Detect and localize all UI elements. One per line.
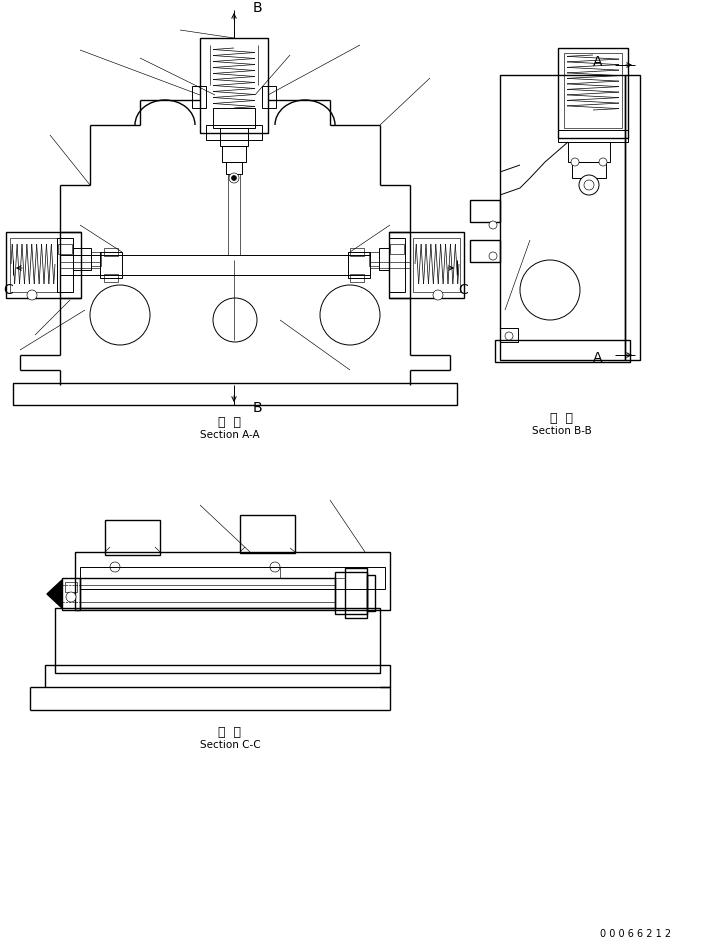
Text: A: A [593,351,603,365]
Text: Section A-A: Section A-A [200,430,260,440]
Circle shape [489,221,497,229]
Circle shape [489,252,497,260]
Bar [220,128,248,146]
Bar [470,240,500,262]
Circle shape [571,158,579,166]
Circle shape [599,158,607,166]
Bar [91,252,101,266]
Circle shape [232,176,237,180]
Bar [369,252,379,266]
Circle shape [110,562,120,572]
Bar [100,252,122,278]
Circle shape [66,592,76,602]
Bar [564,53,622,128]
Bar [6,232,81,298]
Text: B: B [252,1,262,15]
Bar [206,125,262,140]
Bar [335,578,345,608]
Circle shape [270,562,280,572]
Circle shape [520,260,580,320]
Bar [262,86,276,108]
Circle shape [579,175,599,195]
Bar [495,340,630,362]
Bar [350,274,364,282]
Bar [470,200,500,222]
Bar [62,578,80,610]
Text: C: C [3,283,13,297]
Bar [58,244,72,254]
Circle shape [584,180,594,190]
Circle shape [229,173,239,183]
Bar [192,86,206,108]
Circle shape [213,298,257,342]
Bar [500,75,625,360]
Bar [104,274,118,282]
Bar [572,162,606,178]
Text: 断  面: 断 面 [550,412,574,424]
Text: B: B [252,401,262,415]
Bar [73,248,91,270]
Bar [558,48,628,138]
Bar [200,38,268,133]
Circle shape [27,290,37,300]
Text: 0 0 0 6 6 2 1 2: 0 0 0 6 6 2 1 2 [600,929,672,939]
Bar [213,108,255,128]
Bar [389,232,464,298]
Bar [558,130,628,142]
Bar [65,582,77,592]
Bar [80,567,385,589]
Bar [80,578,335,608]
Polygon shape [47,580,62,608]
Text: Section C-C: Section C-C [200,740,261,750]
Bar [345,568,367,618]
Circle shape [505,332,513,340]
Bar [105,520,160,555]
Bar [55,608,380,673]
Bar [240,515,295,553]
Text: A: A [593,55,603,69]
Circle shape [320,285,380,345]
Bar [625,75,640,360]
Bar [45,665,390,687]
Bar [568,142,610,162]
Bar [348,252,370,278]
Text: Section B-B: Section B-B [532,426,592,436]
Bar [379,248,389,270]
Bar [57,238,73,292]
Bar [335,572,367,614]
Circle shape [90,285,150,345]
Text: C: C [458,283,468,297]
Bar [226,162,242,174]
Circle shape [433,290,443,300]
Bar [389,238,405,292]
Bar [367,575,375,611]
Text: 断  面: 断 面 [219,416,242,429]
Bar [500,328,518,342]
Bar [10,238,57,292]
Bar [13,383,457,405]
Text: 断  面: 断 面 [219,725,242,738]
Bar [413,238,460,292]
Bar [390,244,404,254]
Bar [222,146,246,162]
Bar [104,248,118,256]
Bar [350,248,364,256]
Bar [75,552,390,610]
